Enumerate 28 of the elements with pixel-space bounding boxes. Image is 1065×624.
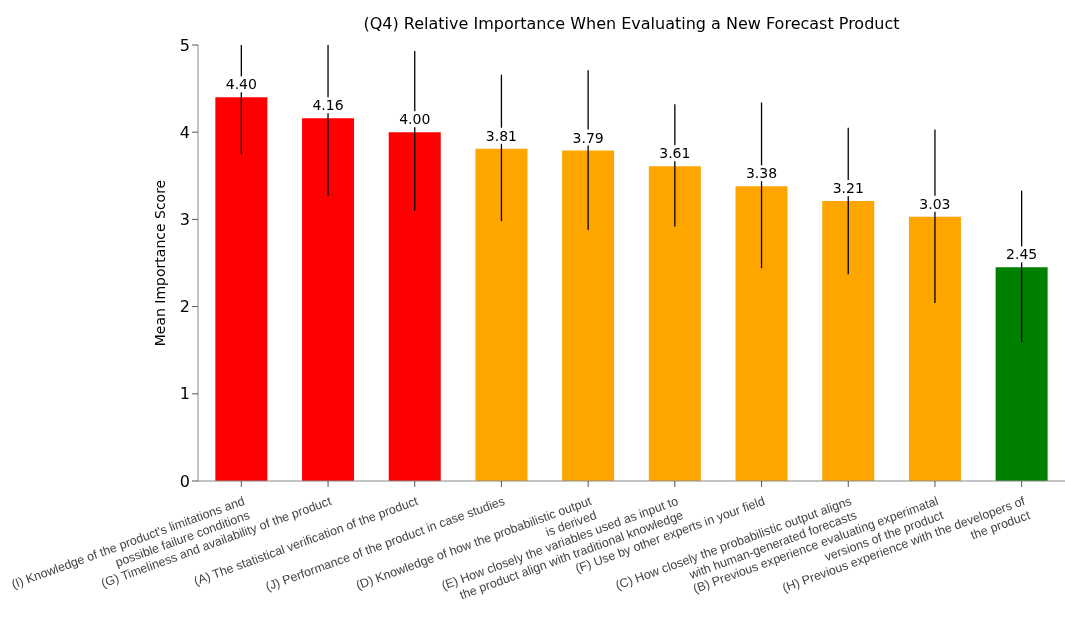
bar	[822, 201, 875, 481]
y-tick-label: 2	[179, 297, 190, 317]
data-label: 4.00	[399, 111, 431, 128]
bar	[215, 97, 268, 481]
data-label: 2.45	[1006, 246, 1038, 263]
chart-title: (Q4) Relative Importance When Evaluating a New Forecast Product	[362, 14, 901, 33]
y-tick-label: 1	[179, 384, 190, 404]
data-label: 4.16	[312, 97, 344, 114]
bar	[648, 166, 701, 481]
y-axis-title: Mean Importance Score	[151, 179, 168, 347]
data-label: 3.61	[659, 145, 691, 162]
bar	[995, 267, 1048, 481]
bar	[735, 186, 788, 481]
data-label: 4.40	[225, 76, 257, 93]
bar	[562, 150, 615, 481]
bar	[388, 132, 441, 481]
y-tick-label: 0	[179, 471, 190, 491]
data-label: 3.03	[919, 195, 951, 212]
data-label: 3.21	[832, 180, 864, 197]
bar	[908, 216, 961, 481]
y-tick-label: 3	[179, 210, 190, 230]
data-label: 3.81	[485, 127, 518, 144]
y-tick-label: 4	[179, 122, 190, 142]
y-tick-label: 5	[179, 35, 190, 55]
bar	[302, 118, 355, 481]
bar	[475, 148, 528, 481]
data-label: 3.38	[745, 165, 778, 182]
data-label: 3.79	[572, 129, 604, 146]
